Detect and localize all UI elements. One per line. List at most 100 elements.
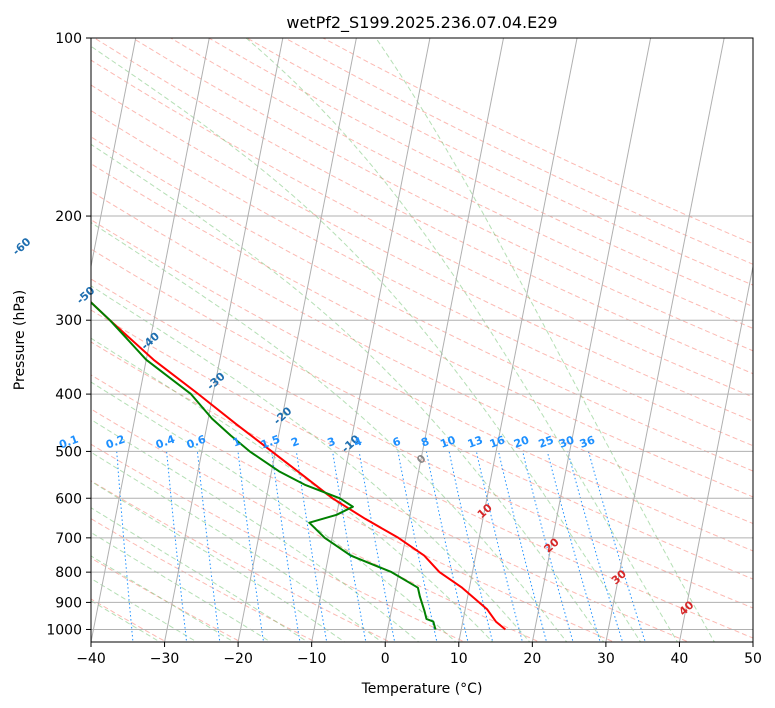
mixing-ratio-line xyxy=(332,451,367,642)
moist-adiabat xyxy=(91,381,457,642)
dry-adiabat xyxy=(284,38,753,265)
isotherm-label: 40 xyxy=(676,598,696,618)
plot-frame xyxy=(90,37,754,643)
dry-adiabat xyxy=(91,190,753,525)
moist-adiabat xyxy=(91,531,272,642)
moist-adiabat xyxy=(245,38,679,642)
dry-adiabat xyxy=(246,38,753,286)
dry-adiabat xyxy=(94,38,753,375)
mixing-ratio-label: 1 xyxy=(231,435,243,450)
mixing-ratio-line xyxy=(448,451,494,642)
chart-title: wetPf2_S199.2025.236.07.04.E29 xyxy=(286,13,557,33)
dry-adiabat xyxy=(91,557,242,642)
x-tick-label: −20 xyxy=(223,651,253,667)
mixing-ratio-line xyxy=(567,451,624,642)
dry-adiabat xyxy=(91,408,541,642)
isotherm-label: 10 xyxy=(475,501,495,521)
moist-adiabat xyxy=(91,285,531,642)
dry-adiabat xyxy=(91,136,753,472)
dry-adiabat xyxy=(91,278,753,609)
isotherm-line xyxy=(458,38,578,642)
isotherm-label: -60 xyxy=(10,235,34,258)
x-tick-label: 10 xyxy=(450,651,468,667)
mixing-ratio-label: 0.4 xyxy=(154,433,177,452)
isotherm-label: -20 xyxy=(271,404,295,427)
dry-adiabat xyxy=(91,248,753,580)
isotherm-line xyxy=(91,38,137,269)
dry-adiabat xyxy=(208,38,753,308)
dry-adiabat xyxy=(91,84,753,422)
mixing-ratio-line xyxy=(475,451,524,642)
isotherm-line xyxy=(91,38,210,642)
mixing-ratio-label: 0.6 xyxy=(185,433,208,452)
mixing-ratio-label: 3 xyxy=(326,435,338,450)
mixing-ratio-label: 8 xyxy=(419,435,431,450)
isotherm-line xyxy=(752,639,753,642)
y-tick-label: 700 xyxy=(55,531,82,547)
temperature-profile-line xyxy=(91,301,507,631)
moist-adiabat xyxy=(91,577,198,642)
dry-adiabat xyxy=(91,59,753,398)
isotherm-label: -30 xyxy=(204,370,228,393)
y-tick-label: 1000 xyxy=(46,622,82,638)
dewpoint-profile-line xyxy=(91,301,437,630)
x-tick-label: 0 xyxy=(381,651,390,667)
y-tick-label: 300 xyxy=(55,313,82,329)
mixing-ratio-label: 0.1 xyxy=(57,433,80,452)
isotherm-line xyxy=(164,38,284,642)
isotherm-line xyxy=(531,38,652,642)
mixing-ratio-line xyxy=(498,451,548,642)
y-tick-label: 800 xyxy=(55,565,82,581)
x-tick-label: 50 xyxy=(744,651,762,667)
mixing-ratio-line xyxy=(546,451,601,642)
mixing-ratio-label: 4 xyxy=(352,435,364,450)
moist-adiabat xyxy=(91,418,420,642)
x-tick-label: −30 xyxy=(150,651,180,667)
dry-adiabat xyxy=(91,518,317,642)
isotherm-line xyxy=(384,38,504,642)
dry-adiabat xyxy=(91,374,615,642)
dry-adiabat xyxy=(91,480,392,642)
mixing-ratio-label: 2 xyxy=(289,435,301,450)
dry-adiabat xyxy=(91,163,753,498)
mixing-ratio-line xyxy=(425,451,469,642)
x-tick-label: −40 xyxy=(76,651,106,667)
x-tick-label: 20 xyxy=(523,651,541,667)
isotherm-line xyxy=(678,263,753,642)
mixing-ratio-label: 30 xyxy=(557,433,576,451)
dry-adiabat xyxy=(91,309,753,639)
isotherm-line xyxy=(605,38,725,642)
x-tick-label: 30 xyxy=(597,651,615,667)
mixing-ratio-line xyxy=(295,451,328,642)
y-tick-label: 100 xyxy=(55,31,82,47)
x-tick-label: −10 xyxy=(297,651,327,667)
mixing-ratio-label: 25 xyxy=(537,433,556,450)
y-tick-label: 400 xyxy=(55,387,82,403)
mixing-ratio-label: 1.5 xyxy=(259,433,282,452)
dry-adiabat xyxy=(132,38,753,352)
y-axis-label: Pressure (hPa) xyxy=(12,290,28,390)
y-tick-label: 900 xyxy=(55,595,82,611)
isotherm-line xyxy=(237,38,357,642)
mixing-ratio-label: 0.2 xyxy=(104,433,127,452)
isotherm-line xyxy=(0,38,62,642)
dry-adiabat xyxy=(91,219,753,552)
moist-adiabat xyxy=(91,480,346,642)
mixing-ratio-line xyxy=(588,451,646,642)
isotherm-line xyxy=(311,38,431,642)
y-tick-label: 200 xyxy=(55,209,82,225)
moist-adiabat xyxy=(91,451,383,642)
mixing-ratio-label: 10 xyxy=(438,433,457,451)
isotherm-label: 0 xyxy=(414,452,429,467)
mixing-ratio-label: 20 xyxy=(512,433,531,451)
mixing-ratio-line xyxy=(237,451,265,642)
dry-adiabat xyxy=(91,109,753,447)
y-tick-label: 600 xyxy=(55,491,82,507)
mixing-ratio-label: 13 xyxy=(466,433,485,450)
x-axis-label: Temperature (°C) xyxy=(361,681,483,697)
mixing-ratio-label: 36 xyxy=(578,433,597,451)
mixing-ratio-line xyxy=(70,451,83,644)
moist-adiabat xyxy=(91,221,568,642)
moist-adiabat xyxy=(91,555,235,642)
